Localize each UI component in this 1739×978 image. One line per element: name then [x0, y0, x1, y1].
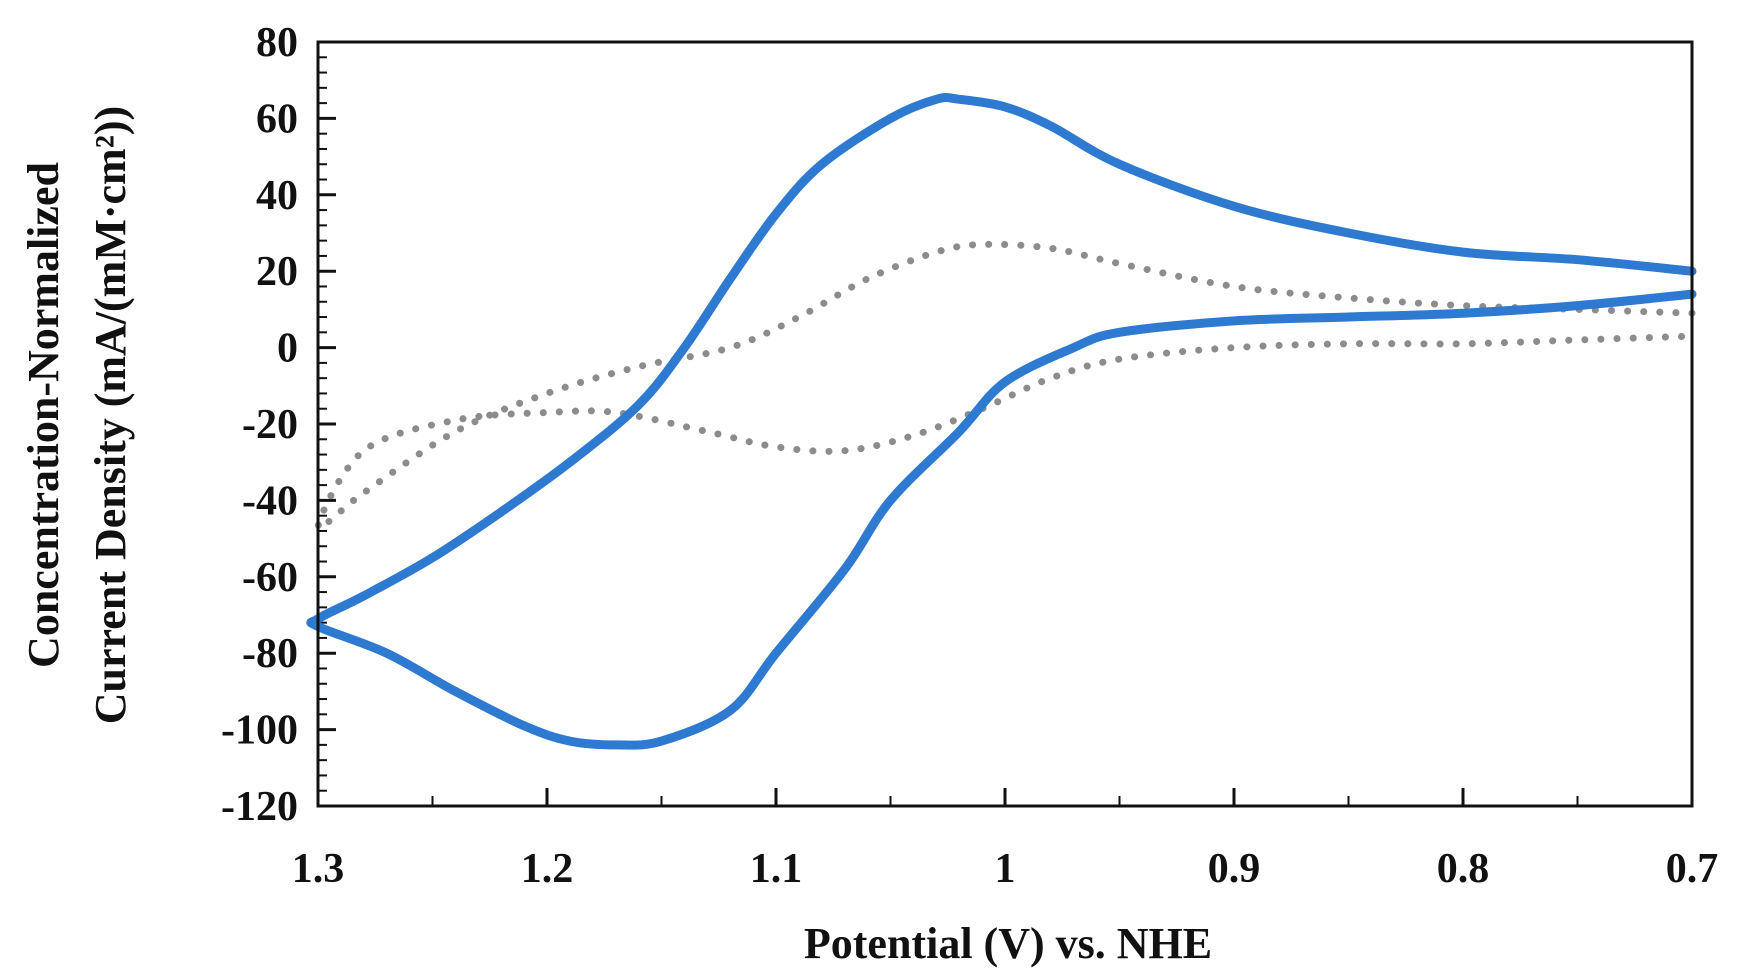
y-tick-label: -60 [242, 555, 298, 601]
series-group [306, 93, 1697, 750]
x-tick-label: 1.2 [521, 846, 574, 892]
y-axis-title-line1: Concentration-Normalized [19, 162, 68, 668]
y-tick-label: -120 [221, 784, 298, 830]
x-axis-ticks: 1.3 1.2 1.1 1 0.9 0.8 0.7 [292, 788, 1719, 892]
x-tick-label: 1.1 [750, 846, 803, 892]
y-tick-label: 60 [256, 96, 298, 142]
y-axis-ticks: 80 60 40 20 0 -20 -40 -60 -80 -100 -120 [221, 20, 336, 830]
x-tick-label: 0.7 [1666, 846, 1719, 892]
y-axis-title: Concentration-Normalized Current Density… [19, 106, 135, 724]
y-tick-label: -20 [242, 402, 298, 448]
x-tick-label: 1 [995, 846, 1016, 892]
x-tick-label: 0.9 [1208, 846, 1261, 892]
y-tick-label: -40 [242, 478, 298, 524]
series-solid-curve [306, 93, 1697, 750]
y-tick-label: 0 [277, 326, 298, 372]
y-tick-label: -100 [221, 708, 298, 754]
y-tick-label: -80 [242, 631, 298, 677]
y-tick-label: 80 [256, 20, 298, 66]
y-tick-label: 20 [256, 249, 298, 295]
x-axis-title: Potential (V) vs. NHE [804, 919, 1212, 968]
y-tick-label: 40 [256, 173, 298, 219]
y-axis-title-line2: Current Density (mA/(mM·cm²)) [86, 106, 135, 724]
x-tick-label: 0.8 [1437, 846, 1490, 892]
plot-frame [316, 40, 1694, 808]
x-tick-label: 1.3 [292, 846, 345, 892]
